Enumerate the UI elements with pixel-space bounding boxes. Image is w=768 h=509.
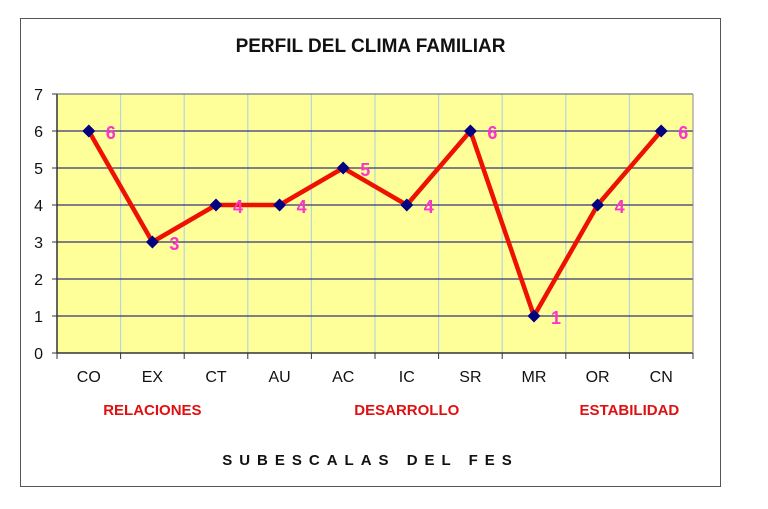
data-label: 6 bbox=[678, 123, 688, 143]
data-label: 1 bbox=[551, 308, 561, 328]
data-label: 5 bbox=[360, 160, 370, 180]
chart-title: PERFIL DEL CLIMA FAMILIAR bbox=[235, 36, 506, 57]
x-tick-label: IC bbox=[399, 369, 415, 386]
x-tick-label: MR bbox=[522, 369, 547, 386]
x-tick-label: OR bbox=[586, 369, 610, 386]
y-tick-label: 6 bbox=[34, 124, 43, 141]
x-axis-title: SUBESCALAS DEL FES bbox=[222, 452, 519, 469]
diamond-marker bbox=[209, 198, 223, 212]
data-label: 4 bbox=[297, 197, 307, 217]
diamond-marker bbox=[273, 198, 287, 212]
diamond-marker bbox=[145, 235, 159, 249]
group-label-estabilidad: ESTABILIDAD bbox=[579, 402, 680, 419]
data-label: 4 bbox=[424, 197, 434, 217]
group-label-desarrollo: DESARROLLO bbox=[354, 402, 460, 419]
diamond-marker bbox=[591, 198, 605, 212]
y-tick-label: 7 bbox=[34, 87, 43, 104]
diamond-marker bbox=[82, 124, 96, 138]
data-label: 6 bbox=[106, 123, 116, 143]
diamond-marker bbox=[400, 198, 414, 212]
diamond-marker bbox=[463, 124, 477, 138]
series-line bbox=[86, 128, 663, 319]
x-tick-label: AU bbox=[268, 369, 290, 386]
x-tick-label: EX bbox=[142, 369, 164, 386]
x-tick-label: AC bbox=[332, 369, 354, 386]
data-label: 3 bbox=[169, 234, 179, 254]
group-label-relaciones: RELACIONES bbox=[103, 402, 202, 419]
data-label: 6 bbox=[487, 123, 497, 143]
y-tick-label: 3 bbox=[34, 235, 43, 252]
x-tick-label: CO bbox=[77, 369, 101, 386]
x-tick-label: CN bbox=[650, 369, 673, 386]
diamond-marker bbox=[654, 124, 668, 138]
y-tick-label: 2 bbox=[34, 272, 43, 289]
y-tick-label: 0 bbox=[34, 346, 43, 363]
diamond-marker bbox=[527, 309, 541, 323]
data-label: 4 bbox=[233, 197, 243, 217]
data-label: 4 bbox=[615, 197, 625, 217]
diamond-marker bbox=[336, 161, 350, 175]
y-tick-label: 4 bbox=[34, 198, 43, 215]
x-tick-label: CT bbox=[205, 369, 227, 386]
y-tick-label: 1 bbox=[34, 309, 43, 326]
x-tick-label: SR bbox=[459, 369, 481, 386]
y-tick-label: 5 bbox=[34, 161, 43, 178]
